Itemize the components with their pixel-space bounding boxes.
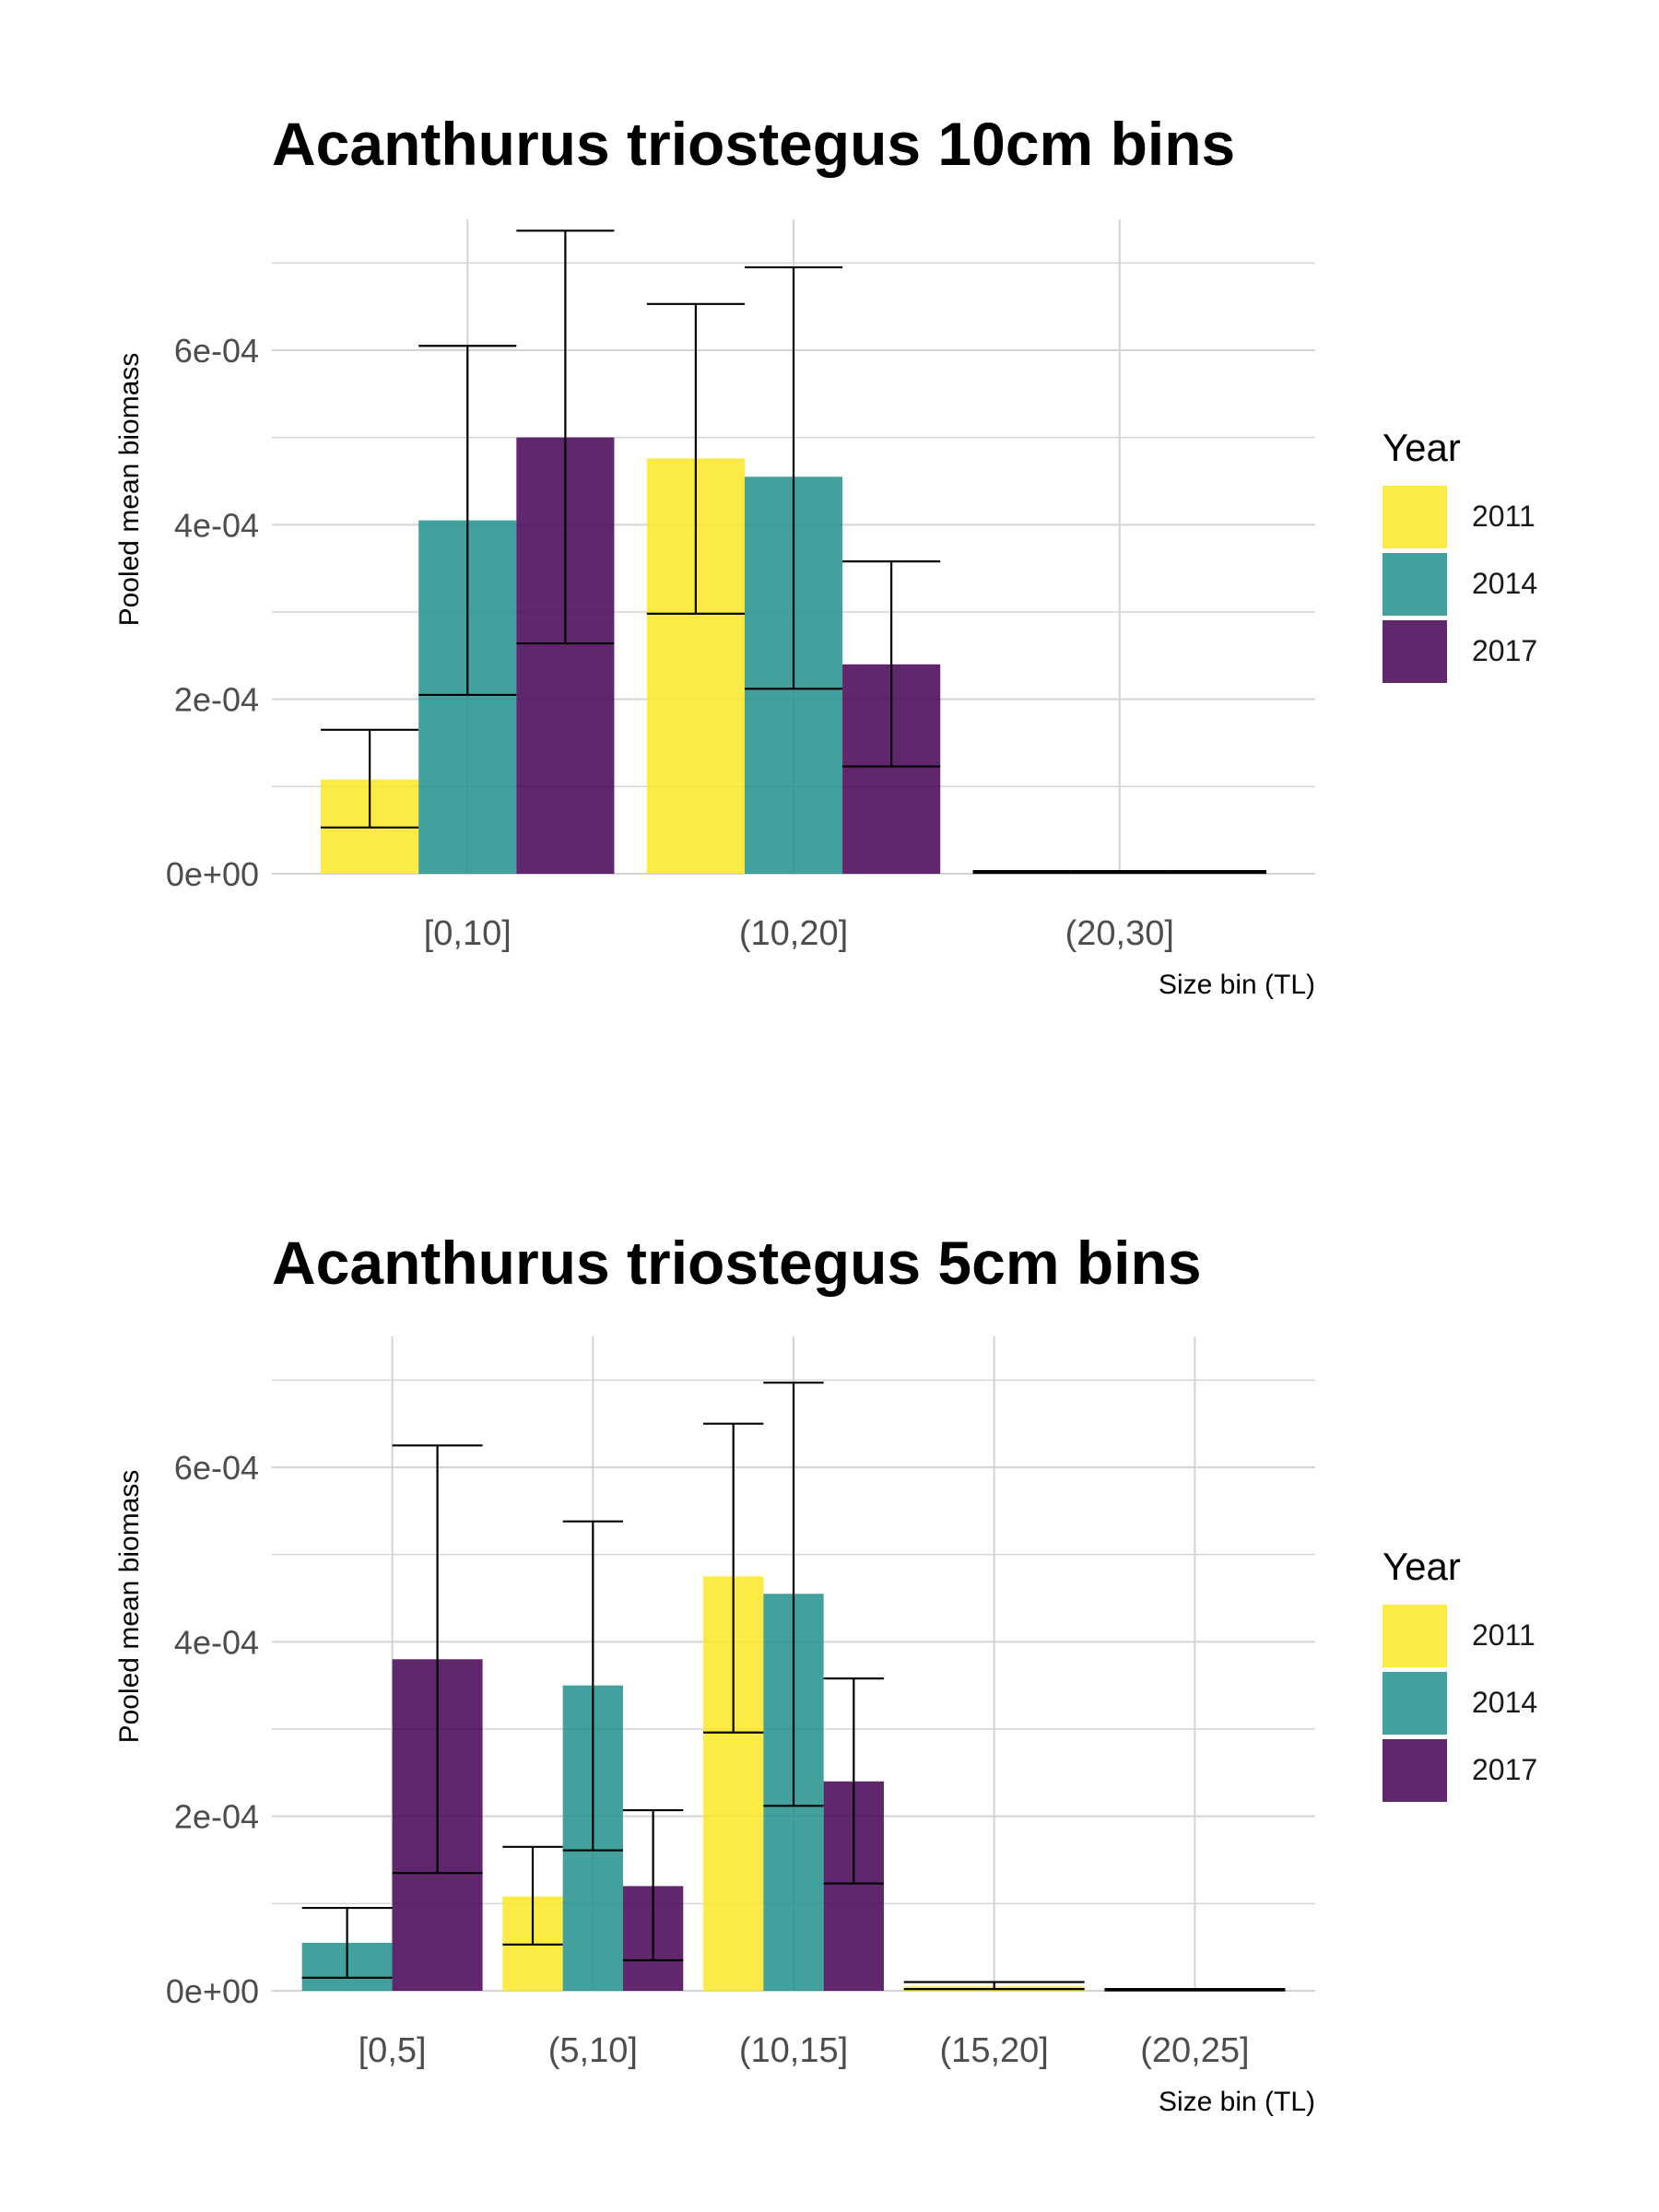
y-axis-label: Pooled mean biomass	[114, 353, 145, 627]
legend-item-2011: 2011	[1382, 483, 1537, 550]
legend-label: 2017	[1472, 634, 1538, 667]
legend-label: 2014	[1472, 1686, 1538, 1719]
x-tick-label: [0,10]	[424, 914, 512, 953]
chart-title: Acanthurus triostegus 5cm bins	[272, 1229, 1202, 1297]
x-axis-label: Size bin (TL)	[1159, 2087, 1315, 2117]
legend-swatch-2014	[1382, 552, 1447, 616]
x-tick-label: (20,25]	[1140, 2031, 1249, 2070]
legend-label: 2011	[1472, 500, 1535, 533]
x-tick-label: [0,5]	[359, 2031, 427, 2070]
y-tick-label: 2e-04	[174, 1798, 259, 1836]
chart-panel-5cm: Acanthurus triostegus 5cm bins 0e+00 2e-0…	[0, 1106, 1659, 2212]
legend: Year 2011 2014 2017	[1382, 426, 1537, 685]
x-tick-label: (5,10]	[548, 2031, 638, 2070]
legend-item-2014: 2014	[1382, 1669, 1537, 1736]
y-tick-label: 4e-04	[174, 1623, 259, 1661]
legend-item-2017: 2017	[1382, 618, 1537, 685]
y-tick-label: 0e+00	[166, 855, 259, 893]
legend-swatch-2017	[1382, 619, 1447, 683]
y-tick-label: 6e-04	[174, 1449, 259, 1487]
y-tick-label: 2e-04	[174, 681, 259, 719]
legend-title: Year	[1382, 426, 1461, 469]
legend-swatch-2011	[1382, 1604, 1447, 1667]
y-tick-label: 0e+00	[166, 1972, 259, 2010]
bar-chart-5cm: 0e+00 2e-04 4e-04 6e-04 [0,5] (5,10] (10,15] (1…	[114, 1336, 1315, 2117]
bar-chart-10cm: 0e+00 2e-04 4e-04 6e-04 [0,10] (10,20] (20,30]…	[114, 219, 1315, 1000]
x-tick-label: (10,20]	[739, 914, 848, 953]
legend: Year 2011 2014 2017	[1382, 1545, 1537, 1804]
legend-label: 2014	[1472, 567, 1538, 600]
x-tick-label: (10,15]	[739, 2031, 848, 2070]
legend-label: 2017	[1472, 1753, 1538, 1786]
legend-item-2014: 2014	[1382, 550, 1537, 618]
legend-title: Year	[1382, 1545, 1461, 1588]
y-tick-label: 6e-04	[174, 332, 259, 370]
y-tick-label: 4e-04	[174, 506, 259, 544]
legend-swatch-2011	[1382, 485, 1447, 548]
chart-panel-10cm: Acanthurus triostegus 10cm bins 0e+00 2e-…	[114, 110, 1537, 1000]
legend-swatch-2017	[1382, 1738, 1447, 1802]
legend-item-2011: 2011	[1382, 1602, 1537, 1669]
legend-swatch-2014	[1382, 1671, 1447, 1735]
x-tick-label: (15,20]	[940, 2031, 1049, 2070]
chart-title: Acanthurus triostegus 10cm bins	[272, 110, 1236, 178]
legend-item-2017: 2017	[1382, 1736, 1537, 1804]
x-tick-label: (20,30]	[1065, 914, 1174, 953]
x-axis-label: Size bin (TL)	[1159, 970, 1315, 1000]
y-axis-label: Pooled mean biomass	[114, 1470, 145, 1744]
legend-label: 2011	[1472, 1618, 1535, 1652]
